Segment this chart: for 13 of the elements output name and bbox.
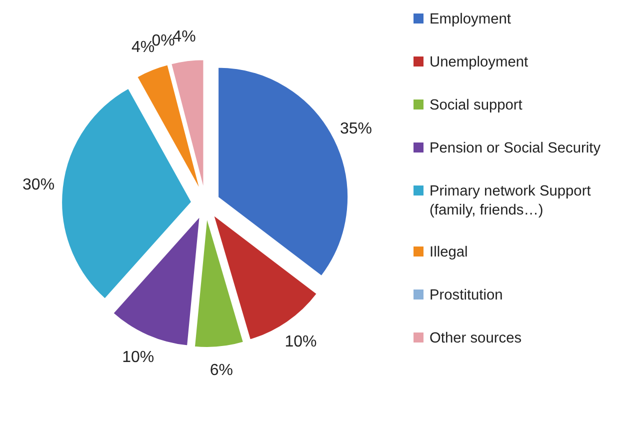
- data-label: 30%: [22, 176, 55, 194]
- legend-label: Employment: [430, 12, 511, 28]
- legend-label: Pension or Social Security: [430, 140, 602, 156]
- legend-label: Prostitution: [430, 288, 503, 304]
- legend-label: Primary network Support (family, friends…): [430, 184, 591, 219]
- legend-label: Illegal: [430, 244, 468, 260]
- data-label: 35%: [340, 120, 372, 138]
- legend-label: Unemployment: [430, 54, 528, 70]
- data-label: 6%: [210, 362, 234, 380]
- legend-label: Other sources: [430, 330, 522, 346]
- legend-label: Social support: [430, 98, 522, 114]
- data-label: 10%: [122, 348, 154, 366]
- data-label: 10%: [284, 333, 317, 350]
